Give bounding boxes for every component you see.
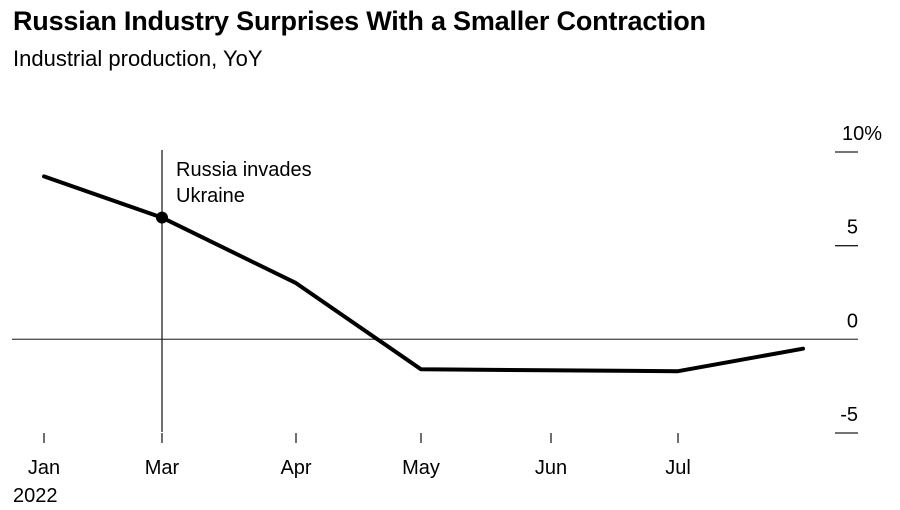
annotation-label: Ukraine bbox=[176, 185, 245, 207]
chart-subtitle: Industrial production, YoY bbox=[13, 46, 263, 71]
y-axis: 10% 5 0 -5 bbox=[12, 123, 882, 434]
y-tick-label: 5 bbox=[847, 217, 858, 239]
series bbox=[42, 174, 805, 374]
x-tick-label: Jul bbox=[665, 457, 691, 479]
x-tick-label: May bbox=[402, 457, 440, 479]
annotations: Russia invades Ukraine bbox=[156, 150, 312, 432]
x-axis: Jan Mar Apr May Jun Jul 2022 bbox=[13, 433, 691, 507]
y-tick-label: -5 bbox=[840, 404, 858, 426]
x-tick-label: Jun bbox=[535, 457, 567, 479]
x-tick-label: Mar bbox=[145, 457, 180, 479]
series-line bbox=[42, 174, 805, 374]
x-tick-label: Jan bbox=[28, 457, 60, 479]
annotation-label: Russia invades bbox=[176, 159, 312, 181]
x-tick-label: Apr bbox=[280, 457, 311, 479]
y-tick-label: 0 bbox=[847, 310, 858, 332]
chart-title: Russian Industry Surprises With a Smalle… bbox=[13, 6, 706, 36]
y-tick-label: 10% bbox=[842, 123, 882, 145]
x-tick-year-label: 2022 bbox=[13, 485, 58, 507]
